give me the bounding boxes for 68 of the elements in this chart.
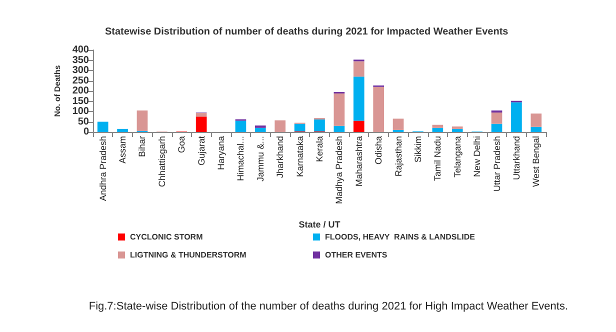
x-tick-label: Odisha [374,136,384,165]
x-tick-label: Jammu &... [255,136,266,182]
y-tick-label: 100 [72,106,90,117]
x-tick-label: New Delhi [472,136,482,178]
bar [511,102,522,132]
bar [334,126,345,132]
bar [196,112,207,117]
x-tick-label: Karnataka [294,136,305,178]
x-tick-label: Uttar Pradesh [492,136,502,192]
x-tick-label: Haryana [216,136,226,170]
x-tick-label: Gujarat [196,136,206,166]
x-tick-label: Assam [118,136,128,164]
y-tick-label: 300 [72,65,90,76]
caption: Fig.7:State-wise Distribution of the number of deaths during 2021 for High Impact Weather Events. [88,300,568,312]
bar [373,86,384,132]
bar [235,120,246,132]
x-tick-label: Telangana [452,136,462,178]
x-tick-label: Madhya Pradesh [334,136,344,204]
bar [452,126,463,129]
y-tick-label: 150 [72,96,90,107]
x-tick-label: Chhattisgarh [156,136,167,188]
legend-label: FLOODS, HEAVY RAINS & LANDSLIDE [325,232,476,242]
bar [353,76,364,121]
x-tick-label: Andhra Pradesh [98,136,108,202]
bar [432,128,444,132]
bar [392,118,404,130]
x-tick-label: Himachal... [236,136,246,182]
bar [452,128,463,132]
bar [274,120,286,132]
bar [117,128,128,132]
bar [530,114,542,127]
bar [491,124,502,132]
bar [97,122,108,132]
y-tick-label: 50 [78,116,90,128]
x-tick-label: Maharashtra [354,136,364,187]
x-axis-title: State / UT [298,220,341,230]
x-tick-label: Tamil Nadu [432,136,443,182]
bar [491,112,502,124]
bar [334,93,345,126]
x-tick-label: Rajasthan [393,136,404,177]
y-tick-label: 400 [72,44,90,56]
x-tick-label: Sikkim [412,136,423,162]
bar [432,124,444,128]
legend-label: CYCLONIC STORM [130,232,204,242]
y-tick-label: 350 [72,54,90,66]
bar [314,119,325,132]
bar [136,110,148,131]
bar [254,128,266,132]
bar [294,124,306,132]
x-tick-label: West Bengal [531,136,542,187]
legend-label: LIGTNING & THUNDERSTORM [130,250,247,260]
y-tick-label: 0 [83,126,90,138]
x-tick-label: Uttarkhand [511,136,522,180]
legend-label: OTHER EVENTS [325,250,388,260]
x-tick-label: Bihar [137,136,148,158]
x-tick-label: Goa [176,136,187,154]
x-tick-label: Jharkhand [275,136,286,178]
bar [353,61,364,77]
bar [196,116,207,132]
bar [491,110,502,113]
bar [353,120,364,132]
y-tick-label: 250 [72,75,90,86]
y-axis-title: No. of Deaths [52,64,62,117]
y-tick-label: 200 [72,86,90,96]
chart-title: Statewise Distribution of number of deaths during 2021 for Impacted Weather Events [105,26,509,38]
bar [254,125,266,128]
x-tick-label: Kerala [314,136,324,162]
bar [530,126,542,132]
